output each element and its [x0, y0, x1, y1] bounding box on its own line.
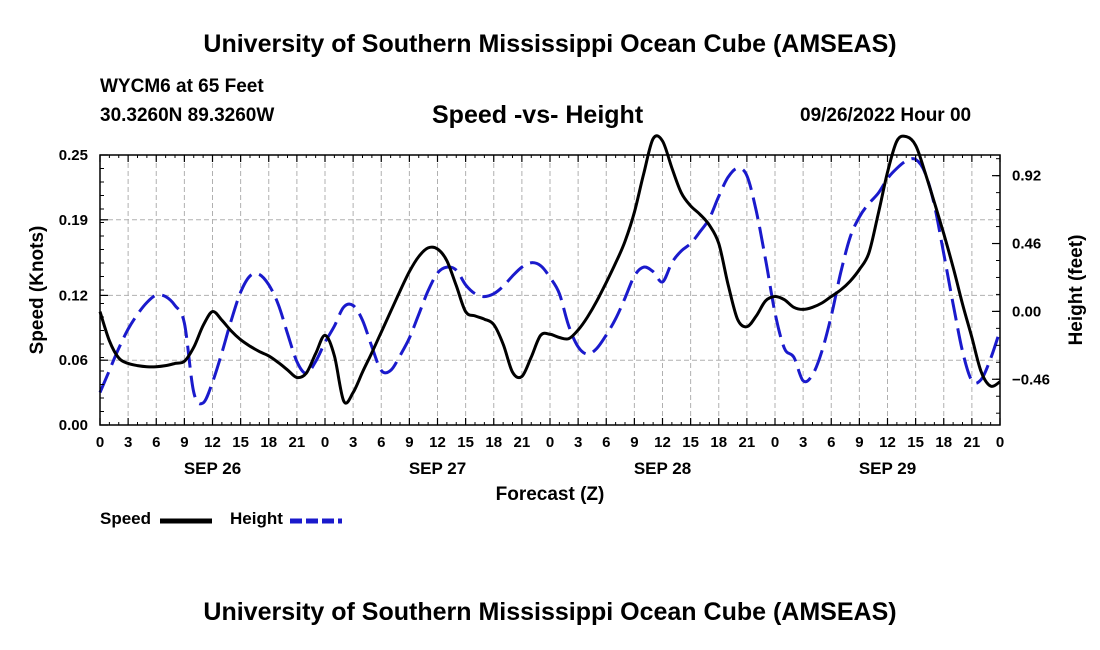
footer-title: University of Southern Mississippi Ocean…: [203, 598, 897, 626]
chart-title: University of Southern Mississippi Ocean…: [203, 30, 897, 58]
axes: 0 3 6 9 12 15 18 21 0 3 6 9 12 15 18 21 0 3 6 9 12 15 18 21 0 3 6 9…: [27, 147, 1087, 505]
x-tick-label: 15: [232, 434, 249, 451]
x-tick-label: 12: [204, 434, 221, 451]
x-tick-label: 15: [457, 434, 474, 451]
y2-tick-label: −0.46: [1012, 371, 1050, 388]
grid: [100, 155, 1000, 425]
legend-height-label: Height: [230, 509, 283, 528]
x-tick-label: 6: [602, 434, 610, 451]
x-tick-label: 3: [799, 434, 807, 451]
x-tick-label: 0: [546, 434, 554, 451]
x-tick-label: 0: [771, 434, 779, 451]
series-line-speed: [98, 134, 1001, 405]
y-tick-label: 0.00: [59, 417, 88, 434]
x-tick-label: 3: [124, 434, 132, 451]
y2-tick-label: 0.92: [1012, 168, 1041, 185]
x-tick-label: 6: [377, 434, 385, 451]
x-tick-label: 9: [855, 434, 863, 451]
x-tick-label: 9: [180, 434, 188, 451]
date-label: SEP 27: [409, 459, 466, 478]
x-tick-label: 18: [260, 434, 277, 451]
x-tick-label: 21: [964, 434, 981, 451]
x-tick-label: 12: [429, 434, 446, 451]
y-tick-label: 0.25: [59, 147, 88, 164]
x-axis-label: Forecast (Z): [496, 484, 605, 505]
y2-tick-label: 0.46: [1012, 236, 1041, 253]
x-tick-label: 18: [485, 434, 502, 451]
x-tick-label: 15: [682, 434, 699, 451]
chart-subtitle: Speed -vs- Height: [432, 101, 644, 129]
series-line-height: [98, 157, 1002, 406]
coordinates-label: 30.3260N 89.3260W: [100, 105, 275, 126]
date-label: SEP 28: [634, 459, 691, 478]
x-tick-label: 18: [935, 434, 952, 451]
x-tick-label: 9: [630, 434, 638, 451]
x-tick-label: 6: [152, 434, 160, 451]
x-tick-label: 18: [710, 434, 727, 451]
x-tick-label: 21: [289, 434, 306, 451]
x-tick-label: 3: [349, 434, 357, 451]
x-tick-label: 15: [907, 434, 924, 451]
y-tick-label: 0.06: [59, 352, 88, 369]
x-tick-label: 12: [654, 434, 671, 451]
x-tick-label: 3: [574, 434, 582, 451]
forecast-date: 09/26/2022 Hour 00: [800, 105, 972, 126]
y-tick-label: 0.12: [59, 287, 88, 304]
date-label: SEP 26: [184, 459, 241, 478]
x-tick-label: 0: [996, 434, 1004, 451]
y2-tick-label: 0.00: [1012, 303, 1041, 320]
x-tick-label: 12: [879, 434, 896, 451]
x-tick-label: 9: [405, 434, 413, 451]
x-tick-label: 21: [739, 434, 756, 451]
y2-axis-label: Height (feet): [1066, 235, 1087, 346]
date-label: SEP 29: [859, 459, 916, 478]
x-tick-label: 0: [321, 434, 329, 451]
series-layer: [98, 134, 1002, 406]
x-tick-label: 0: [96, 434, 104, 451]
y-tick-label: 0.19: [59, 212, 88, 229]
y-axis-label: Speed (Knots): [27, 226, 48, 355]
legend-speed-label: Speed: [100, 509, 152, 528]
station-label: WYCM6 at 65 Feet: [100, 76, 264, 97]
x-tick-label: 21: [514, 434, 531, 451]
x-tick-label: 6: [827, 434, 835, 451]
